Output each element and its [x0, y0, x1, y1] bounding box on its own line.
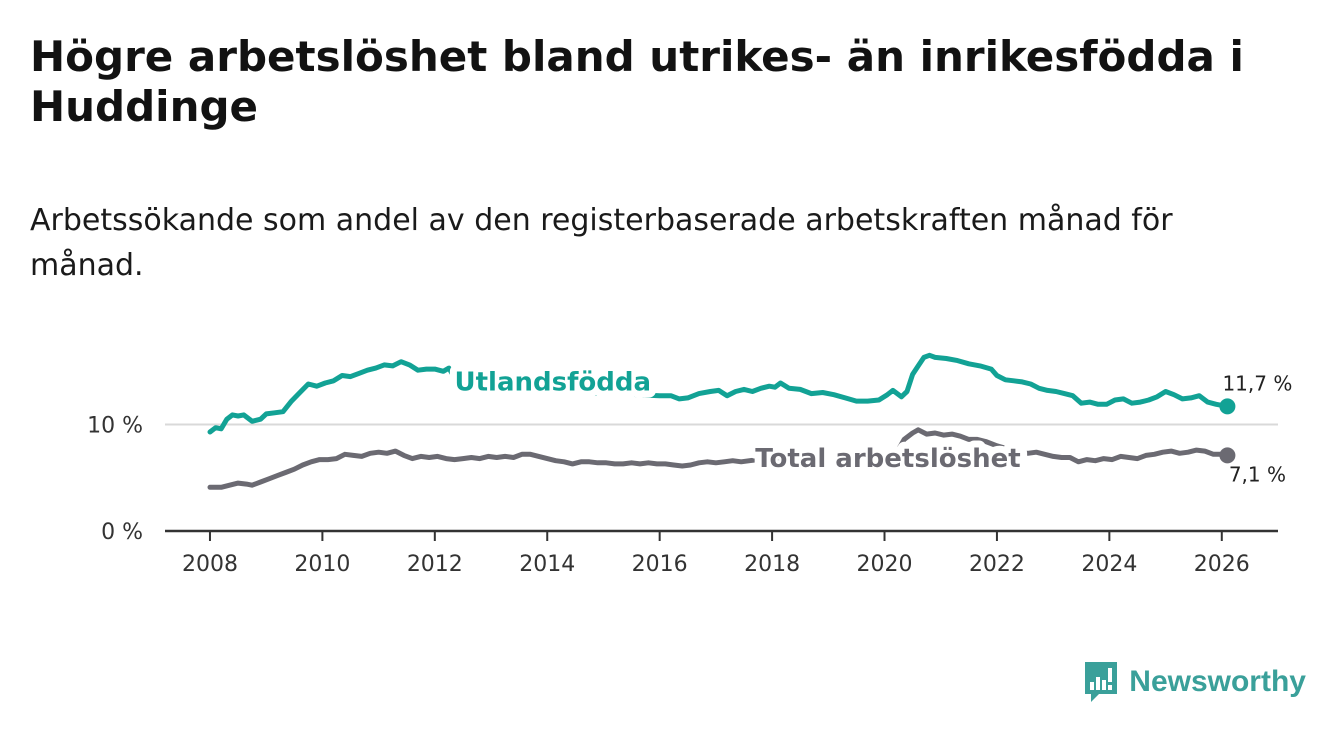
series-end-label: 7,1 %: [1229, 462, 1286, 486]
axis-layer: 0 % 10 % 2008 2010 2012 2014 2016 2018 2020 2022 2…: [87, 414, 1278, 577]
series-end-label: 11,7 %: [1222, 371, 1292, 395]
x-tick-label: 2016: [632, 552, 688, 577]
y-tick-label: 0 %: [101, 520, 143, 545]
newsworthy-brand[interactable]: Newsworthy: [1083, 660, 1306, 704]
series-end-dot: [1219, 447, 1236, 464]
series-layer: [207, 352, 1236, 490]
brand-name: Newsworthy: [1129, 665, 1306, 698]
line-chart: 0 % 10 % 2008 2010 2012 2014 2016 2018 2020 2022 2…: [87, 352, 1292, 577]
series-name-halo: Total arbetslöshet: [755, 444, 1020, 474]
x-tick-label: 2010: [294, 552, 350, 577]
x-tick-label: 2020: [857, 552, 913, 577]
series-end-dot: [1219, 398, 1236, 415]
x-tick-label: 2014: [519, 552, 575, 577]
series-line: [207, 427, 1230, 490]
x-tick-label: 2026: [1194, 552, 1250, 577]
x-tick-label: 2022: [969, 552, 1025, 577]
x-tick-label: 2018: [744, 552, 800, 577]
chart-title: Högre arbetslöshet bland utrikes- än inr…: [30, 32, 1244, 131]
x-tick-label: 2024: [1081, 552, 1137, 577]
series-name-halo: Utlandsfödda: [454, 367, 651, 397]
series-name-label: Utlandsfödda: [454, 367, 651, 397]
series-name-label: Total arbetslöshet: [755, 444, 1020, 474]
x-tick-label: 2008: [182, 552, 238, 577]
y-tick-label: 10 %: [87, 414, 143, 439]
x-tick-label: 2012: [407, 552, 463, 577]
newsworthy-logo-icon: [1085, 662, 1118, 702]
chart-subtitle: Arbetssökande som andel av den registerb…: [30, 203, 1173, 283]
series-line: [207, 352, 1230, 435]
